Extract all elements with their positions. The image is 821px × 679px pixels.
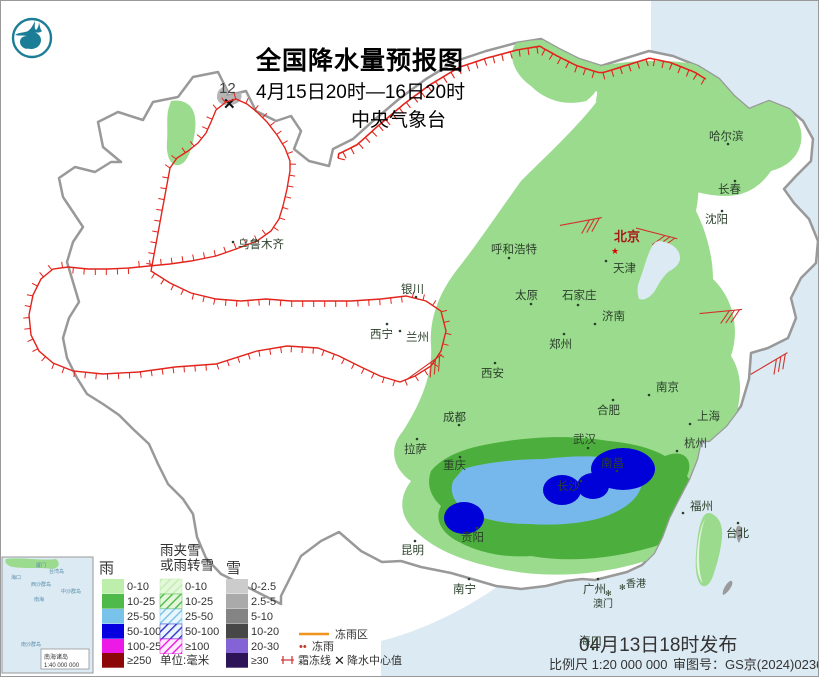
svg-text:杭州: 杭州	[684, 436, 707, 450]
svg-text:20-30: 20-30	[251, 641, 279, 653]
svg-text:南宁: 南宁	[453, 582, 476, 596]
svg-text:单位:毫米: 单位:毫米	[160, 653, 210, 667]
svg-text:✕: ✕	[223, 96, 236, 113]
svg-text:厦门: 厦门	[36, 562, 46, 569]
svg-text:2.5-5: 2.5-5	[251, 596, 276, 608]
svg-text:雨: 雨	[99, 560, 114, 577]
svg-text:降水中心值: 降水中心值	[347, 653, 402, 667]
svg-text:澳门: 澳门	[593, 597, 613, 610]
svg-text:台湾岛: 台湾岛	[49, 568, 64, 575]
svg-text:比例尺 1:20 000 000: 比例尺 1:20 000 000	[549, 657, 668, 672]
svg-text:成都: 成都	[443, 411, 466, 424]
svg-text:南沙群岛: 南沙群岛	[21, 641, 41, 648]
svg-text:银川: 银川	[401, 282, 424, 296]
svg-text:12: 12	[219, 80, 236, 97]
svg-text:石家庄: 石家庄	[562, 288, 597, 302]
svg-text:太原: 太原	[515, 289, 538, 302]
svg-text:霜冻线: 霜冻线	[298, 653, 331, 667]
svg-text:0-10: 0-10	[185, 581, 207, 593]
svg-text:••: ••	[299, 641, 307, 653]
svg-text:0-2.5: 0-2.5	[251, 581, 276, 593]
svg-text:✻: ✻	[619, 583, 626, 592]
svg-text:1:40 000 000: 1:40 000 000	[44, 663, 80, 669]
svg-text:或雨转雪: 或雨转雪	[160, 558, 214, 573]
svg-text:乌鲁木齐: 乌鲁木齐	[238, 237, 284, 251]
svg-text:西安: 西安	[481, 366, 504, 380]
svg-text:西沙群岛: 西沙群岛	[31, 581, 51, 588]
svg-text:南海诸岛: 南海诸岛	[44, 653, 68, 661]
svg-text:中沙群岛: 中沙群岛	[61, 588, 81, 595]
svg-text:✻: ✻	[605, 589, 612, 598]
svg-text:海口: 海口	[11, 574, 21, 581]
svg-text:合肥: 合肥	[597, 403, 620, 417]
svg-text:✕: ✕	[334, 653, 345, 668]
svg-text:贵阳: 贵阳	[461, 531, 484, 544]
svg-text:冻雨: 冻雨	[312, 639, 334, 653]
svg-text:南京: 南京	[656, 380, 679, 394]
svg-text:西宁: 西宁	[370, 327, 393, 341]
svg-text:兰州: 兰州	[406, 331, 429, 344]
svg-text:≥30: ≥30	[251, 655, 269, 667]
svg-text:沈阳: 沈阳	[705, 212, 728, 226]
svg-text:郑州: 郑州	[549, 337, 572, 351]
svg-text:≥250: ≥250	[127, 655, 151, 667]
svg-text:雨夹雪: 雨夹雪	[160, 543, 201, 558]
svg-text:南昌: 南昌	[601, 456, 624, 470]
svg-text:广州: 广州	[583, 583, 606, 596]
svg-text:长沙: 长沙	[557, 480, 580, 493]
svg-text:25-50: 25-50	[185, 611, 213, 623]
svg-text:拉萨: 拉萨	[404, 442, 427, 456]
svg-text:审图号：GS京(2024)0236号: 审图号：GS京(2024)0236号	[673, 657, 819, 672]
svg-text:50-100: 50-100	[127, 626, 161, 638]
svg-text:★: ★	[611, 246, 619, 256]
svg-text:冻雨区: 冻雨区	[335, 627, 368, 641]
svg-text:北京: 北京	[614, 229, 640, 244]
svg-text:25-50: 25-50	[127, 611, 155, 623]
svg-text:香港: 香港	[626, 578, 646, 590]
svg-text:04月13日18时发布: 04月13日18时发布	[579, 634, 737, 656]
svg-text:武汉: 武汉	[573, 433, 596, 446]
svg-text:10-25: 10-25	[185, 596, 213, 608]
svg-text:台北: 台北	[726, 526, 749, 540]
svg-text:哈尔滨: 哈尔滨	[709, 129, 744, 143]
svg-text:10-20: 10-20	[251, 626, 279, 638]
svg-text:重庆: 重庆	[443, 458, 466, 472]
svg-text:0-10: 0-10	[127, 581, 149, 593]
svg-text:天津: 天津	[613, 262, 636, 275]
svg-text:南海: 南海	[34, 596, 44, 603]
svg-text:济南: 济南	[602, 309, 625, 323]
svg-text:长春: 长春	[718, 183, 741, 196]
svg-text:昆明: 昆明	[401, 544, 424, 557]
svg-text:5-10: 5-10	[251, 611, 273, 623]
svg-text:上海: 上海	[697, 409, 720, 423]
svg-text:≥100: ≥100	[185, 641, 209, 653]
svg-text:50-100: 50-100	[185, 626, 219, 638]
svg-text:10-25: 10-25	[127, 596, 155, 608]
svg-text:福州: 福州	[690, 499, 713, 513]
svg-text:呼和浩特: 呼和浩特	[491, 242, 537, 256]
svg-text:雪: 雪	[226, 560, 241, 577]
